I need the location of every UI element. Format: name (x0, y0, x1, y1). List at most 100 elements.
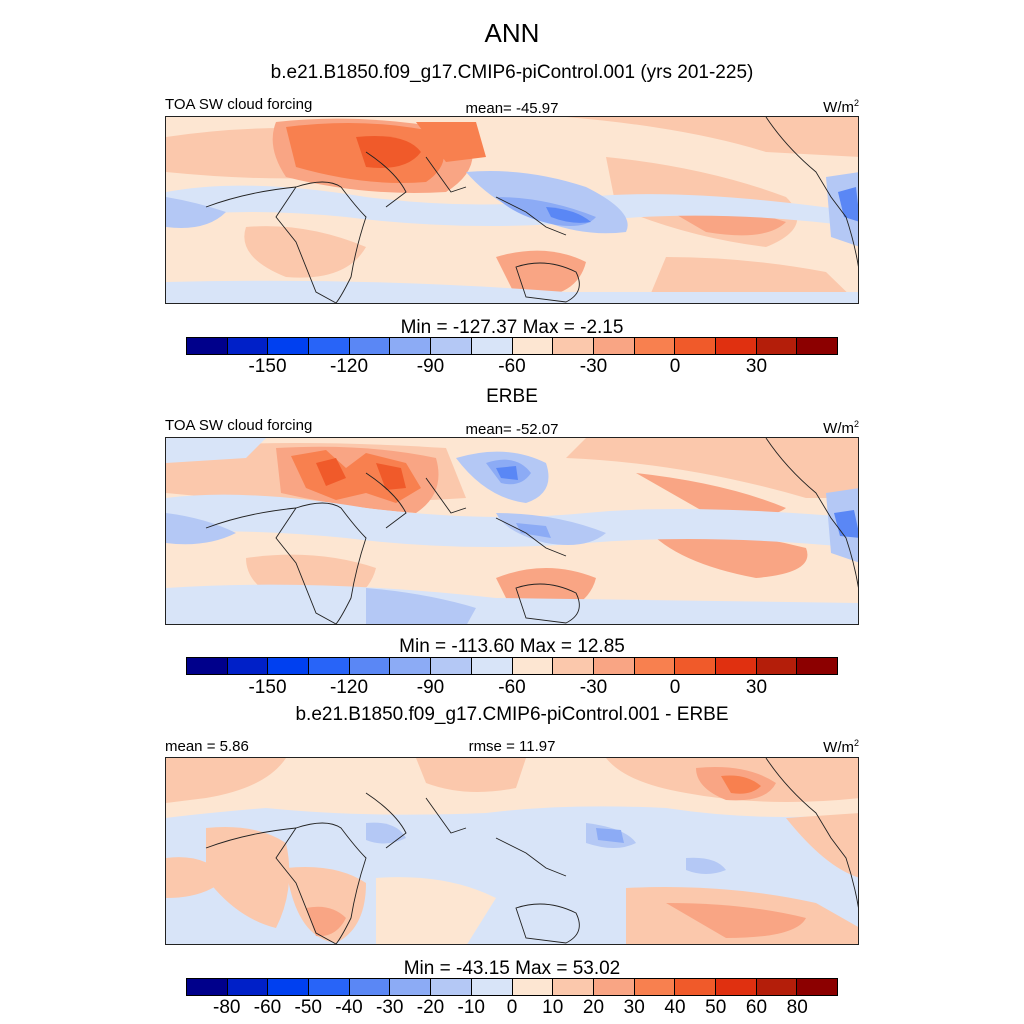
colorbar-cell (797, 338, 837, 354)
figure-title: ANN (484, 18, 540, 48)
panel-3-map (165, 757, 859, 945)
colorbar-tick-label: 0 (669, 356, 681, 377)
panel-2-title: ERBE (486, 386, 538, 407)
colorbar-cell (309, 979, 350, 995)
colorbar-cell (390, 338, 432, 354)
colorbar-tick-label: 30 (623, 997, 645, 1018)
colorbar-cell (431, 658, 472, 674)
colorbar-tick-label: -150 (248, 677, 287, 698)
colorbar-tick-label: -10 (457, 997, 485, 1018)
colorbar-tick-label: -150 (248, 356, 287, 377)
panel-3-minmax: Min = -43.15 Max = 53.02 (403, 958, 621, 979)
colorbar-cell (553, 338, 594, 354)
panel-3-field (166, 758, 858, 944)
colorbar-cell (512, 338, 554, 354)
colorbar-cell (390, 658, 432, 674)
panel-2-colorbar-ticks: -150 -120 -90 -60 -30 0 30 (0, 677, 1024, 699)
colorbar-cell (512, 979, 554, 995)
colorbar-cell (349, 658, 391, 674)
panel-3-rmse-label: rmse = 11.97 (468, 738, 556, 755)
colorbar-tick-label: -60 (253, 997, 282, 1018)
colorbar-tick-label: -30 (376, 997, 404, 1018)
colorbar-tick-label: 30 (745, 356, 768, 377)
panel-2-map (165, 437, 859, 625)
colorbar-cell (268, 979, 310, 995)
colorbar-cell (593, 658, 635, 674)
colorbar-tick-label: 30 (745, 677, 768, 698)
panel-1-field (166, 117, 858, 303)
panel-3-colorbar (186, 978, 838, 996)
colorbar-tick-label: 80 (786, 997, 808, 1018)
panel-3-title: b.e21.B1850.f09_g17.CMIP6-piControl.001 … (295, 704, 729, 725)
colorbar-tick-label: 0 (669, 677, 681, 698)
panel-1-colorbar (186, 337, 838, 355)
colorbar-tick-label: -80 (213, 997, 241, 1018)
colorbar-cell (553, 658, 594, 674)
colorbar-cell (431, 338, 472, 354)
colorbar-cell (634, 979, 676, 995)
colorbar-tick-label: 60 (745, 997, 768, 1018)
colorbar-cell (593, 338, 635, 354)
colorbar-cell (756, 979, 798, 995)
colorbar-cell (512, 658, 554, 674)
panel-2-colorbar (186, 657, 838, 675)
colorbar-cell (268, 338, 310, 354)
colorbar-cell (756, 338, 798, 354)
colorbar-tick-label: -50 (294, 997, 322, 1018)
panel-1-colorbar-ticks: -150 -120 -90 -60 -30 0 30 (0, 356, 1024, 378)
colorbar-tick-label: -120 (329, 356, 369, 377)
colorbar-cell (593, 979, 635, 995)
colorbar-tick-label: -30 (579, 356, 608, 377)
colorbar-cell (187, 658, 228, 674)
colorbar-tick-label: 20 (582, 997, 605, 1018)
colorbar-cell (715, 338, 757, 354)
colorbar-cell (349, 979, 391, 995)
panel-2-units-label: W/m2 (823, 419, 859, 437)
colorbar-cell (553, 979, 594, 995)
panel-2-minmax: Min = -113.60 Max = 12.85 (399, 636, 625, 657)
colorbar-cell (675, 338, 716, 354)
panel-1-units-label: W/m2 (823, 98, 859, 116)
colorbar-cell (634, 658, 676, 674)
colorbar-tick-label: -90 (416, 356, 445, 377)
colorbar-cell (187, 979, 228, 995)
panel-1-map (165, 116, 859, 304)
colorbar-cell (227, 658, 269, 674)
colorbar-cell (471, 979, 513, 995)
panel-3-units-label: W/m2 (823, 738, 859, 756)
colorbar-cell (797, 658, 837, 674)
colorbar-tick-label: 50 (705, 997, 727, 1018)
colorbar-tick-label: -60 (498, 356, 526, 377)
panel-2-field (166, 438, 858, 624)
panel-3-mean-label: mean = 5.86 (165, 738, 249, 755)
colorbar-cell (471, 338, 513, 354)
colorbar-cell (797, 979, 837, 995)
colorbar-cell (675, 658, 716, 674)
colorbar-cell (756, 658, 798, 674)
colorbar-tick-label: -30 (579, 677, 608, 698)
colorbar-cell (349, 338, 391, 354)
colorbar-cell (471, 658, 513, 674)
colorbar-tick-label: -20 (416, 997, 445, 1018)
panel-2-variable-label: TOA SW cloud forcing (165, 417, 313, 434)
colorbar-cell (227, 338, 269, 354)
colorbar-tick-label: -90 (416, 677, 445, 698)
colorbar-tick-label: -60 (498, 677, 526, 698)
colorbar-cell (715, 979, 757, 995)
colorbar-cell (227, 979, 269, 995)
colorbar-tick-label: 40 (664, 997, 686, 1018)
colorbar-cell (187, 338, 228, 354)
colorbar-cell (390, 979, 432, 995)
colorbar-tick-label: -120 (329, 677, 369, 698)
colorbar-tick-label: -40 (335, 997, 363, 1018)
colorbar-cell (309, 338, 350, 354)
panel-2-mean-label: mean= -52.07 (465, 421, 559, 438)
colorbar-tick-label: 10 (542, 997, 564, 1018)
panel-1-variable-label: TOA SW cloud forcing (165, 96, 313, 113)
panel-3-colorbar-ticks: -80 -60 -50 -40 -30 -20 -10 0 10 20 30 40 50 60 80 (0, 997, 1024, 1019)
panel-1-title: b.e21.B1850.f09_g17.CMIP6-piControl.001 … (270, 62, 754, 83)
colorbar-tick-label: 0 (506, 997, 518, 1018)
panel-1-mean-label: mean= -45.97 (465, 100, 559, 117)
colorbar-cell (634, 338, 676, 354)
colorbar-cell (268, 658, 310, 674)
